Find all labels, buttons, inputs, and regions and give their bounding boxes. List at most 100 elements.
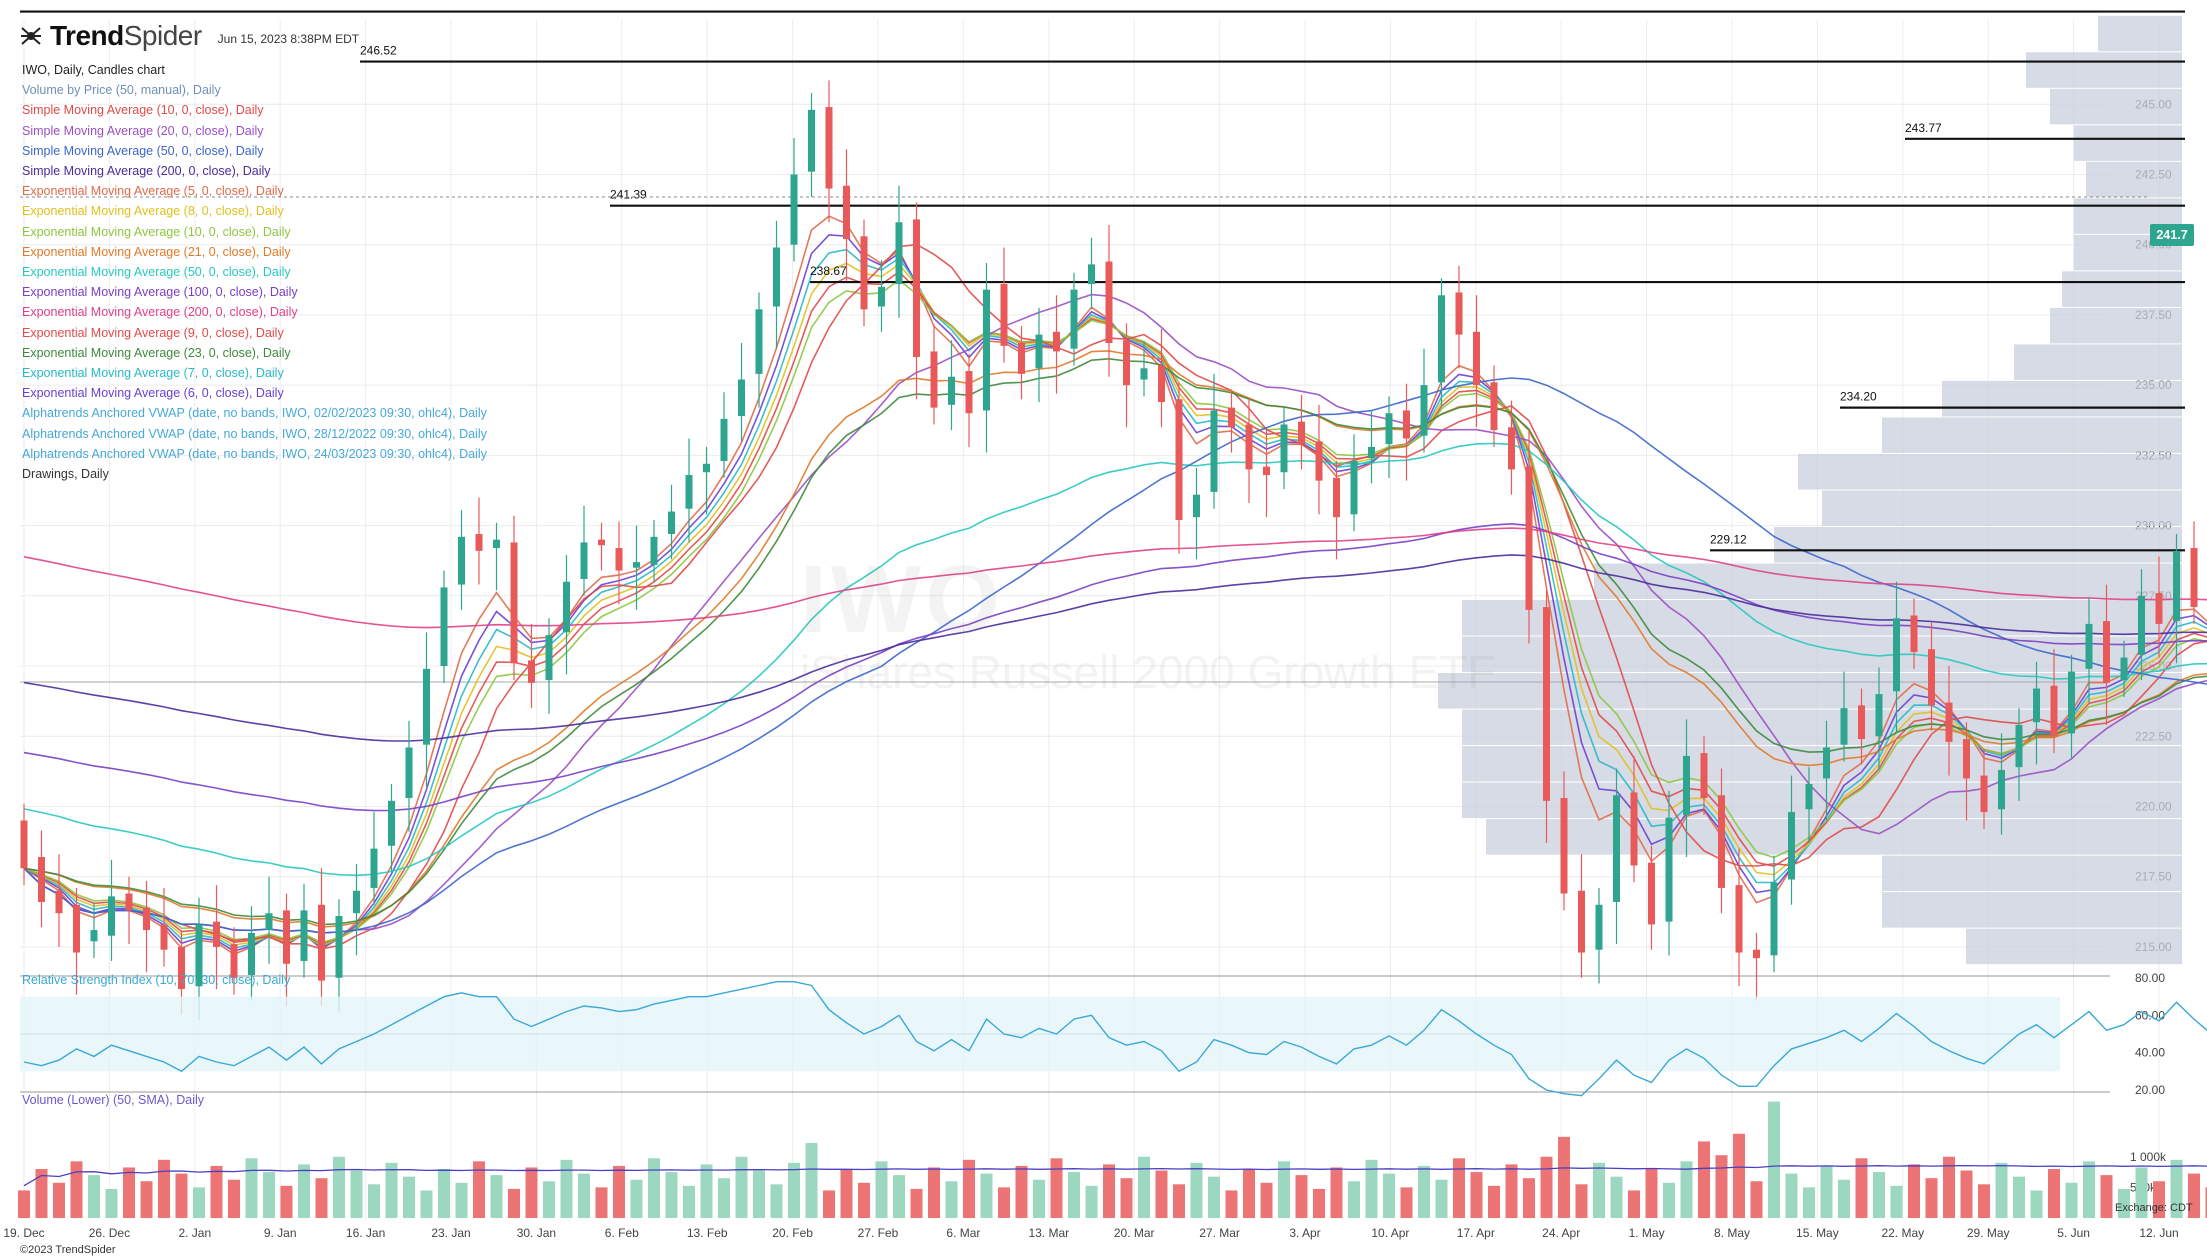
candle-body [510, 542, 518, 664]
candle-body [1158, 365, 1165, 402]
candle-body [563, 581, 570, 633]
volume-bar [88, 1175, 100, 1218]
candle-body [195, 924, 203, 987]
candle-body [1228, 407, 1235, 428]
volume-pane-label[interactable]: Volume (Lower) (50, SMA), Daily [22, 1093, 205, 1107]
candle-body [930, 351, 938, 408]
legend-entry[interactable]: Volume by Price (50, manual), Daily [22, 83, 221, 98]
legend-entry[interactable]: IWO, Daily, Candles chart [22, 63, 165, 77]
candle-body [860, 236, 868, 310]
candle-body [808, 109, 815, 172]
legend-entry[interactable]: Simple Moving Average (10, 0, close), Da… [22, 103, 264, 118]
legend-entry[interactable]: Exponential Moving Average (8, 0, close)… [22, 204, 284, 219]
volume-bar [1173, 1184, 1185, 1218]
candle-body [598, 539, 605, 546]
legend-entry[interactable]: Exponential Moving Average (50, 0, close… [22, 265, 291, 280]
volume-profile-bar [1486, 819, 2182, 855]
legend-entry[interactable]: Exponential Moving Average (9, 0, close)… [22, 325, 284, 340]
candle-body [1175, 399, 1183, 520]
legend-entry[interactable]: Exponential Moving Average (200, 0, clos… [22, 305, 298, 320]
volume-sma-line [23, 1164, 2207, 1187]
volume-bar [648, 1158, 660, 1218]
candle-body [615, 548, 623, 571]
candle-body [353, 890, 360, 914]
legend-entry[interactable]: Exponential Moving Average (21, 0, close… [22, 244, 291, 259]
candle-body [2190, 548, 2198, 608]
candle-body [1298, 421, 1305, 445]
legend-entry[interactable]: Simple Moving Average (50, 0, close), Da… [22, 143, 264, 158]
volume-bar [2083, 1161, 2095, 1218]
volume-bar [1540, 1156, 1553, 1218]
exchange-label: Exchange: CDT [2115, 1202, 2193, 1214]
volume-profile-bar [1462, 782, 2182, 819]
logo-text-bold: Trend [50, 20, 124, 51]
candle-body [1648, 862, 1655, 925]
legend-entry[interactable]: Simple Moving Average (20, 0, close), Da… [22, 123, 264, 138]
volume-bar [1190, 1162, 1203, 1218]
date-tick-label: 2. Jan [178, 1226, 211, 1240]
volume-bar [508, 1188, 520, 1218]
candle-body [755, 309, 763, 374]
candle-body [1000, 284, 1008, 346]
candle-body [1420, 385, 1428, 436]
candle-body [1560, 798, 1568, 894]
volume-bar [228, 1179, 240, 1218]
level-label: 243.77 [1905, 121, 1942, 135]
candle-body [1490, 382, 1498, 431]
legend-entry[interactable]: Exponential Moving Average (6, 0, close)… [22, 386, 284, 401]
legend-entry[interactable]: Drawings, Daily [22, 467, 109, 482]
legend-entry[interactable]: Exponential Moving Average (5, 0, close)… [22, 184, 284, 199]
volume-bar [823, 1190, 835, 1218]
volume-bar [1383, 1173, 1395, 1218]
volume-bar [70, 1161, 83, 1218]
candle-body [1018, 343, 1025, 374]
rsi-tick-label: 40.00 [2135, 1046, 2165, 1060]
date-tick-label: 13. Mar [1028, 1226, 1069, 1240]
candle-body [545, 635, 553, 681]
date-tick-label: 19. Dec [3, 1226, 44, 1240]
volume-bar [1890, 1185, 1903, 1218]
legend-entry[interactable]: Exponential Moving Average (10, 0, close… [22, 224, 291, 239]
rsi-tick-label: 80.00 [2135, 971, 2165, 985]
candle-body [1980, 775, 1988, 813]
volume-bar [998, 1187, 1010, 1218]
volume-bar [1645, 1169, 1658, 1218]
symbol-watermark: IWO [800, 546, 1004, 653]
date-tick-label: 13. Feb [687, 1226, 728, 1240]
volume-bar [455, 1182, 468, 1218]
volume-bar [140, 1181, 153, 1218]
candle-body [1088, 264, 1095, 285]
volume-bar [805, 1142, 818, 1218]
candle-body [125, 893, 133, 911]
volume-bar [1155, 1170, 1168, 1218]
volume-bar [35, 1169, 48, 1218]
rsi-line [23, 981, 2207, 1097]
legend-entry[interactable]: Exponential Moving Average (100, 0, clos… [22, 285, 298, 300]
legend-entry[interactable]: Simple Moving Average (200, 0, close), D… [22, 164, 271, 179]
candle-body [55, 890, 63, 914]
candle-body [633, 562, 640, 568]
candle-body [1280, 424, 1288, 473]
volume-profile-bar [1882, 892, 2182, 928]
volume-bar [1978, 1184, 1990, 1218]
rsi-pane-label[interactable]: Relative Strength Index (10, 70, 30, clo… [22, 973, 291, 987]
date-tick-label: 24. Apr [1542, 1226, 1580, 1240]
candle-body [1770, 882, 1778, 956]
volume-bar [2135, 1167, 2148, 1218]
current-price-tag: 241.7 [2150, 224, 2194, 246]
volume-bar [350, 1170, 363, 1218]
legend-entry[interactable]: Alphatrends Anchored VWAP (date, no band… [22, 426, 487, 441]
legend-entry[interactable]: Exponential Moving Average (23, 0, close… [22, 345, 291, 360]
level-label: 246.52 [360, 44, 397, 58]
volume-bar [490, 1175, 503, 1218]
date-tick-label: 12. Jun [2139, 1226, 2178, 1240]
candle-body [668, 511, 675, 535]
legend-entry[interactable]: Alphatrends Anchored VWAP (date, no band… [22, 406, 487, 421]
legend-entry[interactable]: Exponential Moving Average (7, 0, close)… [22, 366, 284, 381]
candle-body [983, 289, 990, 411]
moving-average-line [23, 278, 2207, 944]
date-tick-label: 20. Feb [772, 1226, 813, 1240]
legend-entry[interactable]: Alphatrends Anchored VWAP (date, no band… [22, 446, 487, 461]
candle-body [1805, 784, 1813, 810]
